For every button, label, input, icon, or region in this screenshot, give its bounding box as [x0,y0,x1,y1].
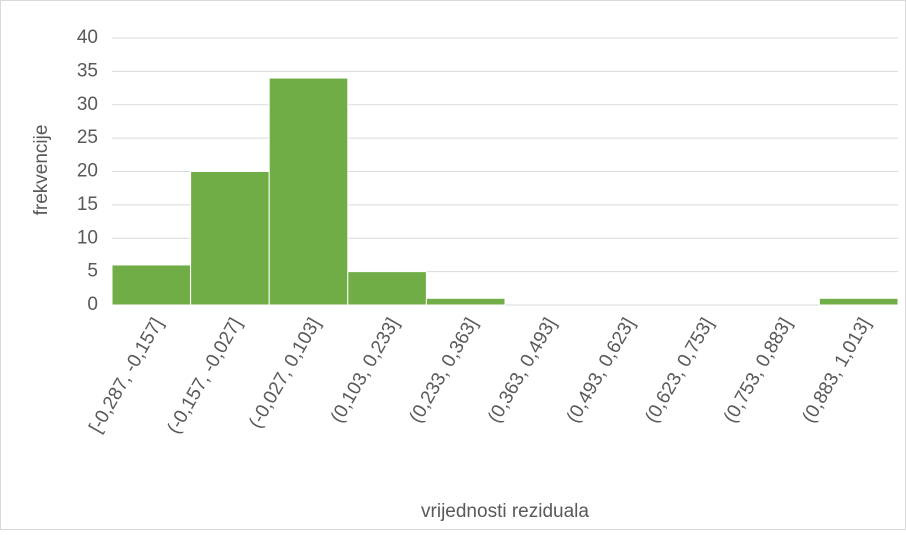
y-tick-label: 5 [87,261,98,282]
y-tick-label: 40 [77,27,98,48]
bar [347,271,427,306]
y-tick-label: 15 [77,194,98,215]
y-tick-label: 25 [77,127,98,148]
y-tick-label: 35 [77,60,98,81]
bar [268,77,349,306]
bar [111,264,192,306]
bar [190,171,270,306]
bar [818,297,899,306]
y-tick-label: 10 [77,227,98,248]
y-tick-label: 30 [77,94,98,115]
bar [425,297,506,306]
x-axis-title: vrijednosti reziduala [421,501,589,522]
y-tick-label: 20 [77,161,98,182]
y-tick-label: 0 [87,294,98,315]
y-axis-title: frekvencije [31,125,52,216]
